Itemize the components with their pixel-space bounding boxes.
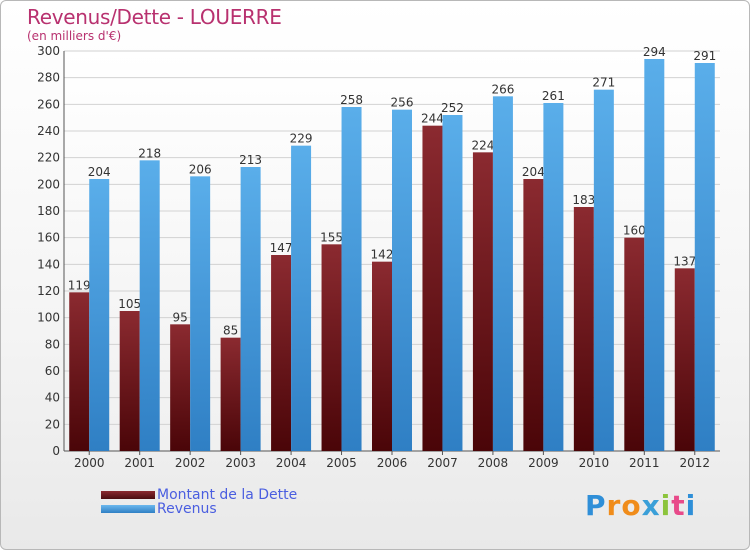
bar-dette <box>674 268 695 451</box>
x-tick-label: 2008 <box>478 456 509 470</box>
data-label-revenus: 204 <box>88 165 111 179</box>
x-tick-label: 2006 <box>377 456 408 470</box>
bar-revenus <box>89 179 110 451</box>
bar-dette <box>220 337 241 451</box>
legend-swatch-revenus <box>101 505 155 513</box>
data-label-dette: 160 <box>623 224 646 238</box>
data-label-dette: 155 <box>320 230 343 244</box>
data-label-revenus: 294 <box>643 45 666 59</box>
data-label-dette: 142 <box>371 248 394 262</box>
data-label-revenus: 218 <box>138 146 161 160</box>
y-tick-label: 160 <box>37 231 60 245</box>
bar-dette <box>170 324 191 451</box>
data-label-revenus: 252 <box>441 101 464 115</box>
data-label-dette: 204 <box>522 165 545 179</box>
y-tick-label: 260 <box>37 97 60 111</box>
data-label-revenus: 261 <box>542 89 565 103</box>
bar-revenus <box>240 167 261 451</box>
bar-revenus <box>442 115 463 451</box>
data-label-revenus: 271 <box>592 76 615 90</box>
y-tick-label: 140 <box>37 257 60 271</box>
x-tick-label: 2009 <box>528 456 559 470</box>
data-label-dette: 95 <box>173 310 188 324</box>
y-tick-label: 80 <box>45 337 60 351</box>
data-label-dette: 105 <box>118 297 141 311</box>
y-tick-label: 40 <box>45 391 60 405</box>
bar-dette <box>69 292 90 451</box>
y-tick-label: 200 <box>37 177 60 191</box>
data-label-revenus: 266 <box>491 82 514 96</box>
x-tick-label: 2002 <box>175 456 206 470</box>
x-tick-label: 2005 <box>326 456 357 470</box>
data-label-revenus: 229 <box>290 132 313 146</box>
x-tick-label: 2003 <box>225 456 256 470</box>
logo-letter: i <box>685 489 697 522</box>
legend-label-dette: Montant de la Dette <box>157 487 298 503</box>
data-label-dette: 147 <box>270 241 293 255</box>
bar-dette <box>321 244 342 451</box>
bar-dette <box>271 255 292 451</box>
logo-letter: r <box>606 489 622 522</box>
bar-revenus <box>543 103 564 451</box>
data-label-revenus: 256 <box>391 96 414 110</box>
logo-letter: o <box>621 489 642 522</box>
bar-dette <box>119 311 140 451</box>
bar-dette <box>523 179 544 451</box>
x-tick-label: 2004 <box>276 456 307 470</box>
bar-revenus <box>139 160 160 452</box>
legend-swatch-dette <box>101 491 155 499</box>
bar-dette <box>624 237 645 451</box>
bar-revenus <box>593 89 614 452</box>
logo-letter: t <box>671 489 686 522</box>
data-label-revenus: 258 <box>340 93 363 107</box>
data-label-dette: 224 <box>471 138 494 152</box>
data-label-revenus: 291 <box>693 49 716 63</box>
bar-revenus <box>291 145 312 451</box>
data-label-dette: 183 <box>572 193 595 207</box>
legend-item-revenus: Revenus <box>101 501 217 517</box>
data-label-dette: 244 <box>421 112 444 126</box>
bar-dette <box>573 207 594 451</box>
x-tick-label: 2010 <box>579 456 610 470</box>
data-label-dette: 137 <box>673 254 696 268</box>
legend-label-revenus: Revenus <box>157 501 217 517</box>
x-tick-label: 2007 <box>427 456 458 470</box>
bar-revenus <box>694 63 715 451</box>
x-tick-label: 2001 <box>124 456 155 470</box>
bar-revenus <box>644 59 665 451</box>
logo-letter: P <box>585 489 607 522</box>
y-tick-label: 60 <box>45 364 60 378</box>
logo-letter: i <box>660 489 672 522</box>
y-tick-label: 100 <box>37 311 60 325</box>
y-tick-label: 120 <box>37 284 60 298</box>
y-tick-label: 240 <box>37 124 60 138</box>
data-label-revenus: 206 <box>189 162 212 176</box>
chart-title: Revenus/Dette - LOUERRE <box>27 5 282 29</box>
data-label-revenus: 213 <box>239 153 262 167</box>
bar-revenus <box>190 176 211 452</box>
bar-revenus <box>492 96 513 451</box>
y-tick-label: 300 <box>37 44 60 58</box>
y-tick-label: 180 <box>37 204 60 218</box>
y-tick-label: 0 <box>52 444 60 458</box>
x-tick-label: 2011 <box>629 456 660 470</box>
y-tick-label: 280 <box>37 71 60 85</box>
data-label-dette: 85 <box>223 324 238 338</box>
data-label-dette: 119 <box>68 278 91 292</box>
proxiti-logo: Proxiti <box>585 489 696 522</box>
x-tick-label: 2012 <box>679 456 710 470</box>
y-tick-label: 20 <box>45 417 60 431</box>
bar-dette <box>472 152 493 452</box>
bar-revenus <box>341 107 362 451</box>
x-tick-label: 2000 <box>74 456 105 470</box>
logo-letter: x <box>641 489 661 522</box>
chart-subtitle: (en milliers d'€) <box>27 29 122 43</box>
bar-revenus <box>392 109 412 452</box>
y-tick-label: 220 <box>37 151 60 165</box>
legend-item-dette: Montant de la Dette <box>101 487 297 503</box>
bar-dette <box>422 125 443 452</box>
bar-dette <box>372 261 392 451</box>
